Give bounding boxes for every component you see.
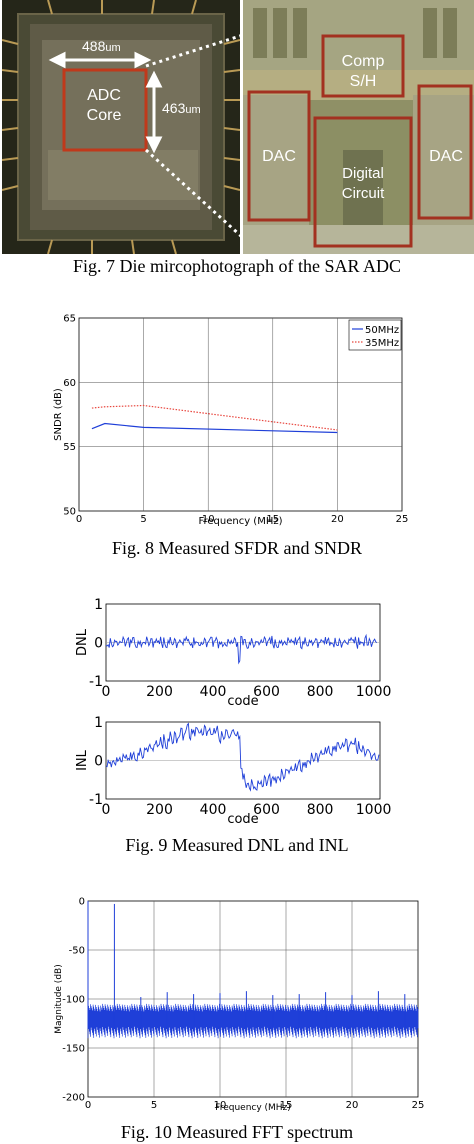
fig9-dnl-xtick-label: 400 [200,684,227,700]
fig8-ytick-label: 65 [63,314,76,325]
fig9-dnl-xtick-label: 1000 [356,684,392,700]
fig9-caption: Fig. 9 Measured DNL and INL [125,835,349,855]
fig10-xtick-label: 0 [85,1100,91,1111]
fig9-dnl-xtick-label: 600 [253,684,280,700]
fig9-inl-xtick-label: 400 [200,802,227,818]
fig9-inl-xtick-label: 1000 [356,802,392,818]
fig8-ytick-label: 55 [63,442,76,453]
fig10-ytick-label: -100 [62,995,85,1006]
fig9-dnl-ytick-label: 1 [94,597,103,613]
digital-line2: Circuit [341,185,385,202]
fig8-legend-label-1: 35MHz [365,338,399,349]
fig10-ytick-label: 0 [79,897,85,908]
fig9-inl-ytick-label: -1 [89,792,103,808]
fig8-legend [348,319,402,351]
comp-line1: Comp [341,53,385,70]
fig7-caption: Fig. 7 Die mircophotograph of the SAR AD… [73,256,401,276]
fig10-xtick-label: 15 [280,1100,293,1111]
digital-circuit-label: Digital Circuit [315,164,411,204]
adc-core-label: ADC Core [64,86,144,126]
fig9-dnl-series-line [105,633,378,665]
fig10-ytick-label: -200 [62,1093,85,1104]
fig9-dnl-xtick-label: 0 [102,684,111,700]
fig9-inl-xtick-label: 200 [146,802,173,818]
width-unit: um [105,42,121,54]
fig8-xtick-label: 10 [202,514,215,525]
fig8-plot-area [78,317,403,512]
fig8-xtick-label: 0 [76,514,82,525]
fig8-xtick-label: 25 [396,514,409,525]
fig9-dnl-xlabel: code [227,694,258,709]
width-value: 488 [82,38,106,54]
fig10-ytick-label: -50 [69,946,85,957]
fig8-ytick-label: 50 [63,507,76,518]
fig8-ytick-label: 60 [63,378,76,389]
fig10-xtick-label: 5 [151,1100,157,1111]
fig9-dnl-xtick-label: 800 [307,684,334,700]
die-photo-right-drawing [243,0,474,254]
fig10-xtick-label: 20 [346,1100,359,1111]
fig8-caption: Fig. 8 Measured SFDR and SNDR [111,538,362,558]
height-dimension-label: 463um [162,100,201,116]
fig9-inl-ylabel: INL [75,749,90,771]
fig9-dnl-ytick-label: -1 [89,674,103,690]
dac-left-label: DAC [262,148,296,165]
fig9-inl-xtick-label: 800 [307,802,334,818]
fig9-dnl-ylabel: DNL [75,628,90,656]
comp-sh-label: Comp S/H [323,52,403,92]
fig10-xtick-label: 25 [412,1100,425,1111]
comp-line2: S/H [349,73,377,90]
die-photo-right [243,0,474,254]
width-dimension-label: 488um [82,38,121,54]
fig9-inl-xtick-label: 600 [253,802,280,818]
fig9-inl-series-line [105,722,380,792]
fig8-xtick-label: 20 [331,514,344,525]
fig8-xtick-label: 5 [140,514,146,525]
digital-line1: Digital [342,165,384,182]
fig8-xtick-label: 15 [266,514,279,525]
fig8-series-line-1 [91,404,338,431]
fig10-xtick-label: 10 [214,1100,227,1111]
adc-core-line2: Core [86,107,122,124]
dac-right-label: DAC [429,148,463,165]
height-unit: um [185,104,201,116]
fig9-inl-xtick-label: 0 [102,802,111,818]
fig8-legend-label-0: 50MHz [365,325,399,336]
fig8-sndr-chart: 0 5 10 15 20 25 50 55 60 65 Frequency (MHz) SNDR (d… [53,314,409,528]
fig8-series-line-0 [91,422,338,434]
fig10-ylabel: Magnitude (dB) [54,964,64,1033]
fig10-caption: Fig. 10 Measured FFT spectrum [120,1122,354,1142]
fig8-xlabel: Frequency (MHz) [198,516,282,527]
adc-core-line1: ADC [87,87,121,104]
fig9-dnl-ytick-label: 0 [94,635,103,651]
height-value: 463 [162,100,186,116]
fig10-xlabel: Frequency (MHz) [215,1103,291,1113]
fig9-inl-ytick-label: 0 [94,753,103,769]
fig9-dnl-xtick-label: 200 [146,684,173,700]
fig8-ylabel: SNDR (dB) [53,388,64,441]
fig9-inl-xlabel: code [227,812,258,827]
fig9-inl-ytick-label: 1 [94,715,103,731]
fig10-ytick-label: -150 [62,1044,85,1055]
